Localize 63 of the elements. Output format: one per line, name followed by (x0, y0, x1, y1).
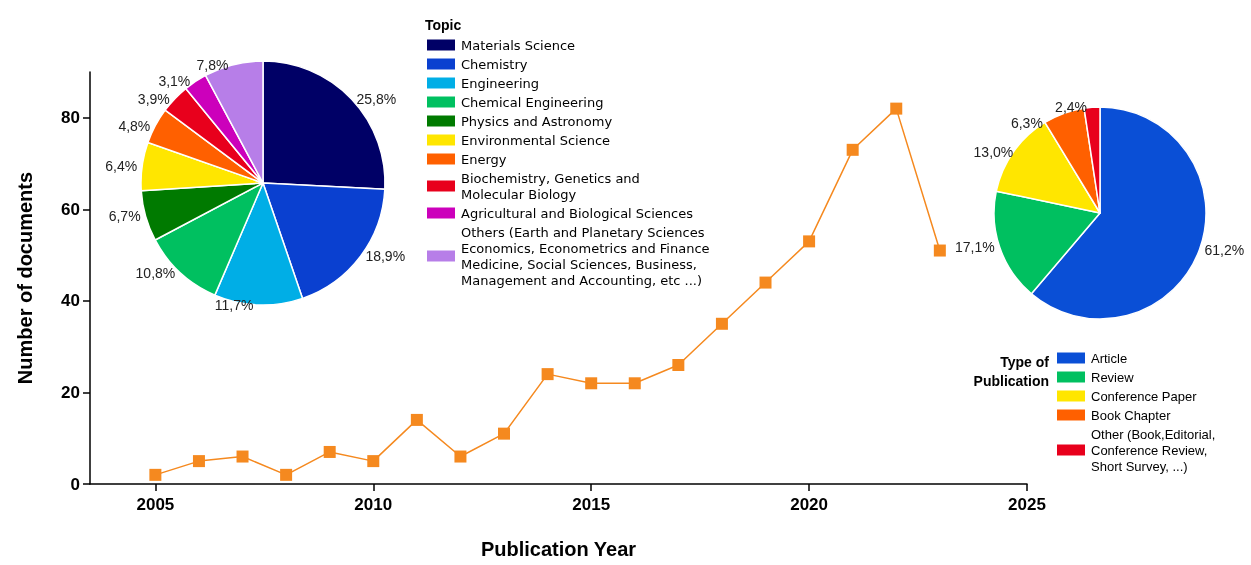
legend-label: Physics and Astronomy (461, 113, 613, 129)
x-tick-label: 2020 (790, 495, 829, 514)
legend-label: Biochemistry, Genetics and Molecular Biology (461, 170, 640, 202)
data-label: 6,4% (105, 158, 138, 175)
point (149, 468, 162, 481)
point (236, 450, 249, 463)
point (410, 413, 423, 426)
data-label: 3,9% (137, 90, 170, 107)
x-tick-label: 2010 (354, 495, 393, 514)
y-tick-label: 20 (61, 382, 80, 402)
point (541, 368, 554, 381)
point (498, 427, 511, 440)
point (628, 377, 641, 390)
point (672, 358, 685, 371)
y-axis-title: Number of documents (14, 171, 36, 385)
y-tick-label: 80 (61, 108, 80, 128)
y-tick-label: 60 (61, 199, 80, 219)
legend-label: Energy (461, 151, 507, 167)
legend-label: Article (1091, 350, 1128, 366)
y-tick-label: 40 (61, 291, 80, 311)
y-tick-label: 0 (70, 474, 80, 494)
data-label: 2,4% (1055, 99, 1088, 116)
point (192, 455, 205, 468)
legend-label: Environmental Science (461, 132, 611, 148)
legend-label: Book Chapter (1091, 407, 1172, 423)
point (803, 235, 816, 248)
legend-label: Chemistry (461, 56, 528, 72)
point (715, 317, 728, 330)
legend-label: Agricultural and Biological Sciences (461, 205, 694, 221)
point (890, 102, 903, 115)
data-label: 25,8% (356, 91, 397, 107)
point (280, 468, 293, 481)
data-label: 11,7% (214, 296, 254, 313)
legend-title: Topic (425, 16, 462, 33)
data-label: 13,0% (973, 143, 1014, 160)
point (585, 377, 598, 390)
data-label: 61,2% (1204, 241, 1245, 258)
x-tick-label: 2005 (136, 495, 175, 514)
point (759, 276, 772, 289)
x-tick-label: 2025 (1008, 495, 1046, 514)
point (323, 445, 336, 458)
legend-label: Materials Science (461, 37, 576, 53)
legend-label: Review (1091, 369, 1135, 385)
data-label: 18,9% (365, 248, 406, 265)
point (454, 450, 467, 463)
data-label: 4,8% (118, 117, 151, 134)
x-tick-label: 2015 (572, 495, 611, 514)
legend-label: Others (Earth and Planetary Sciences Economics, Econometrics and Finance Medicine, Social Sciences, Business, Management and Accounting, etc ...) (461, 224, 710, 288)
point (846, 143, 859, 156)
data-label: 7,8% (196, 56, 229, 73)
x-axis-title: Publication Year (480, 538, 637, 560)
data-label: 10,8% (135, 264, 176, 281)
legend-label: Engineering (461, 75, 539, 91)
point (933, 244, 946, 257)
data-label: 6,7% (108, 208, 141, 225)
legend-label: Chemical Engineering (461, 94, 604, 110)
data-label: 3,1% (158, 73, 191, 90)
legend-label: Other (Book,Editorial, Conference Review, Short Survey, ...) (1091, 426, 1216, 474)
legend-title: Type of Publication (973, 353, 1050, 389)
legend-label: Conference Paper (1091, 388, 1198, 404)
point (367, 455, 380, 468)
data-label: 6,3% (1010, 115, 1043, 132)
data-label: 17,1% (955, 239, 995, 256)
